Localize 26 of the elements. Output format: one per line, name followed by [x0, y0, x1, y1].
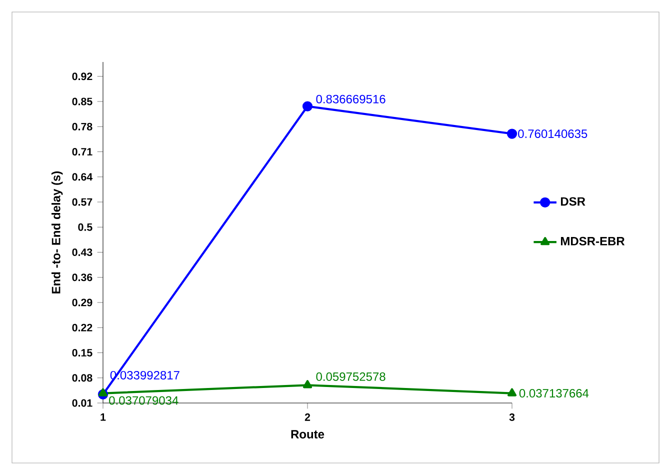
data-label: 0.760140635 — [518, 130, 588, 138]
y-tick-label: 0.5 — [78, 223, 92, 231]
y-axis-title: End -to- End delay (s) — [52, 171, 63, 294]
data-label: 0.037079034 — [109, 396, 178, 405]
data-label: 0.059752578 — [316, 372, 386, 381]
y-tick-label: 0.57 — [72, 198, 92, 206]
y-tick-label: 0.64 — [72, 173, 93, 181]
y-tick-label: 0.43 — [72, 248, 92, 256]
legend-label: MDSR-EBR — [560, 236, 625, 246]
y-tick-label: 0.92 — [72, 72, 92, 80]
data-label: 0.836669516 — [316, 94, 386, 104]
y-tick-label: 0.01 — [72, 399, 92, 407]
legend-label: DSR — [560, 197, 586, 206]
y-tick-label: 0.36 — [72, 274, 92, 282]
x-tick-label: 3 — [509, 413, 515, 421]
x-axis-title: Route — [291, 430, 324, 439]
y-tick-label: 0.08 — [72, 374, 92, 382]
y-tick-label: 0.15 — [72, 348, 92, 357]
y-tick-label: 0.22 — [72, 324, 92, 332]
x-tick-label: 1 — [100, 413, 106, 421]
y-tick-label: 0.78 — [72, 122, 92, 130]
y-tick-label: 0.71 — [72, 148, 92, 156]
x-tick-label: 2 — [304, 413, 310, 421]
y-tick-label: 0.29 — [72, 298, 92, 306]
y-tick-label: 0.85 — [72, 98, 92, 106]
data-label: 0.037137664 — [519, 389, 589, 398]
